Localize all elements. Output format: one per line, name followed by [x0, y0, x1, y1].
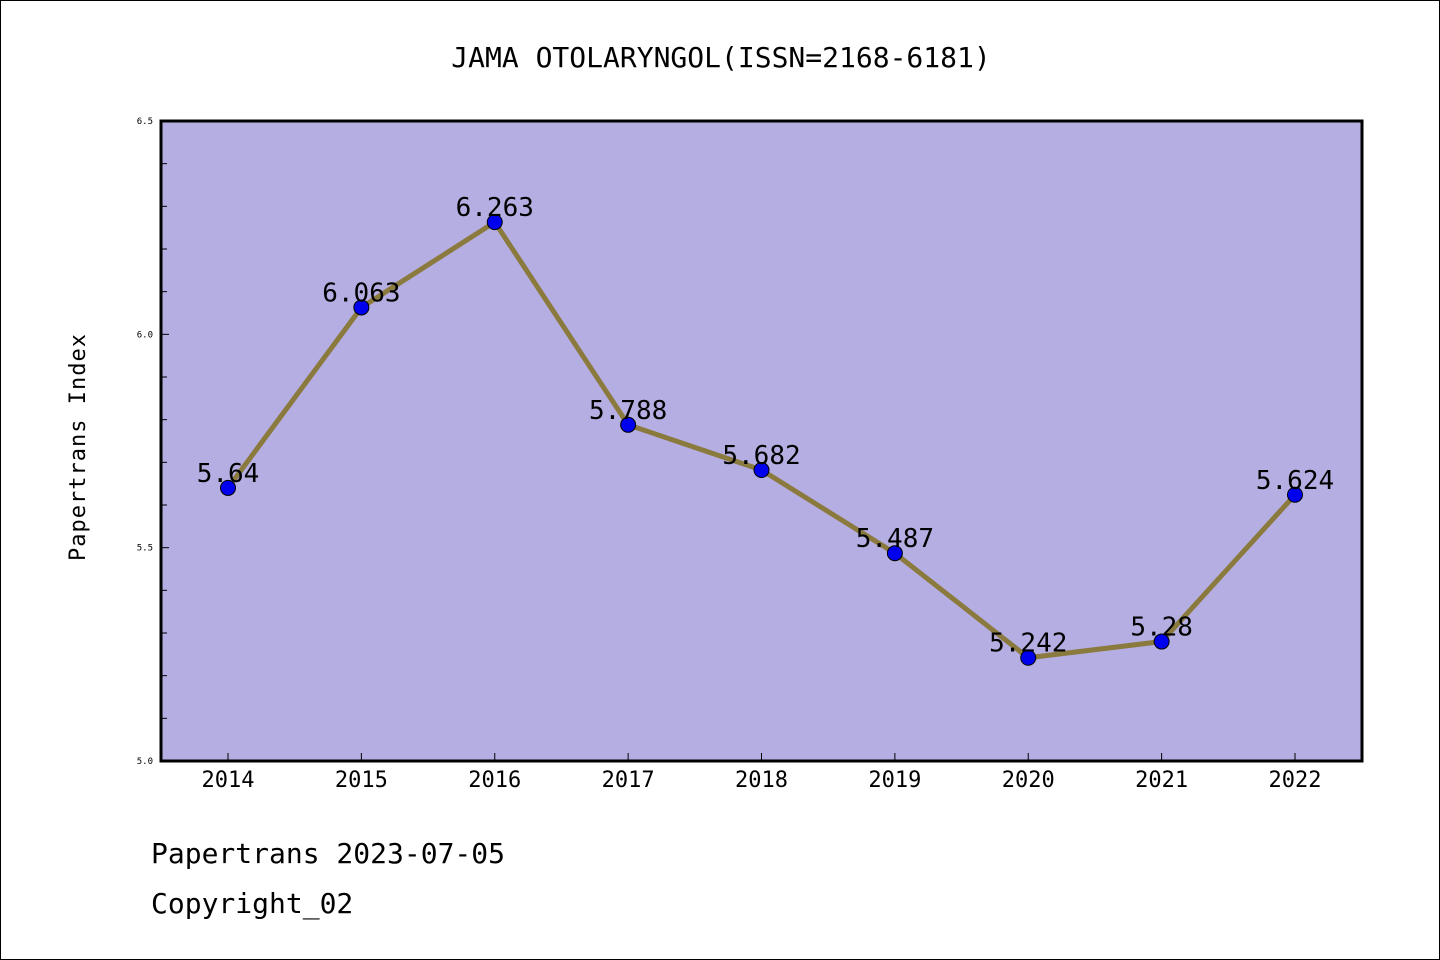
x-tick-label: 2014 [202, 768, 255, 793]
plot-area [159, 119, 1364, 763]
data-label: 5.28 [1130, 613, 1193, 643]
chart-title: JAMA OTOLARYNGOL(ISSN=2168-6181) [451, 41, 990, 74]
data-label: 5.487 [856, 524, 934, 554]
x-tick-label: 2016 [468, 768, 521, 793]
x-tick-label: 2022 [1269, 768, 1322, 793]
footer-date-text: Papertrans 2023-07-05 [151, 837, 506, 870]
data-point [1020, 649, 1037, 666]
x-tick-label: 2015 [335, 768, 388, 793]
data-label: 5.64 [197, 459, 260, 489]
x-tick-label: 2018 [735, 768, 788, 793]
x-tick-label: 2020 [1002, 768, 1055, 793]
data-point [886, 545, 903, 562]
data-label: 5.682 [722, 441, 800, 471]
data-label: 5.624 [1256, 466, 1334, 496]
x-tick-label: 2017 [602, 768, 655, 793]
data-point [220, 479, 236, 496]
data-point [1153, 633, 1170, 650]
x-tick-label: 2021 [1135, 768, 1188, 793]
y-tick-label: 5.0 [137, 757, 153, 767]
data-label: 6.263 [456, 193, 534, 223]
y-tick-label: 6.0 [137, 330, 153, 340]
data-label: 5.788 [589, 396, 667, 426]
chart-marks: 5.0 5.5 6.0 6.5 2014 2015 2016 2017 2018 2019 2020… [137, 117, 1334, 793]
data-point [486, 214, 503, 231]
y-axis-label: Papertrans Index [66, 333, 91, 561]
data-label: 5.242 [989, 629, 1067, 659]
y-tick-label: 5.5 [137, 544, 153, 554]
data-point [353, 299, 370, 316]
data-label: 6.063 [322, 278, 400, 308]
data-point [620, 416, 637, 433]
x-tick-label: 2019 [868, 768, 921, 793]
y-tick-label: 6.5 [137, 117, 153, 127]
data-point [753, 462, 770, 479]
footer-copyright-text: Copyright_02 [151, 887, 354, 920]
data-point [1287, 486, 1303, 503]
